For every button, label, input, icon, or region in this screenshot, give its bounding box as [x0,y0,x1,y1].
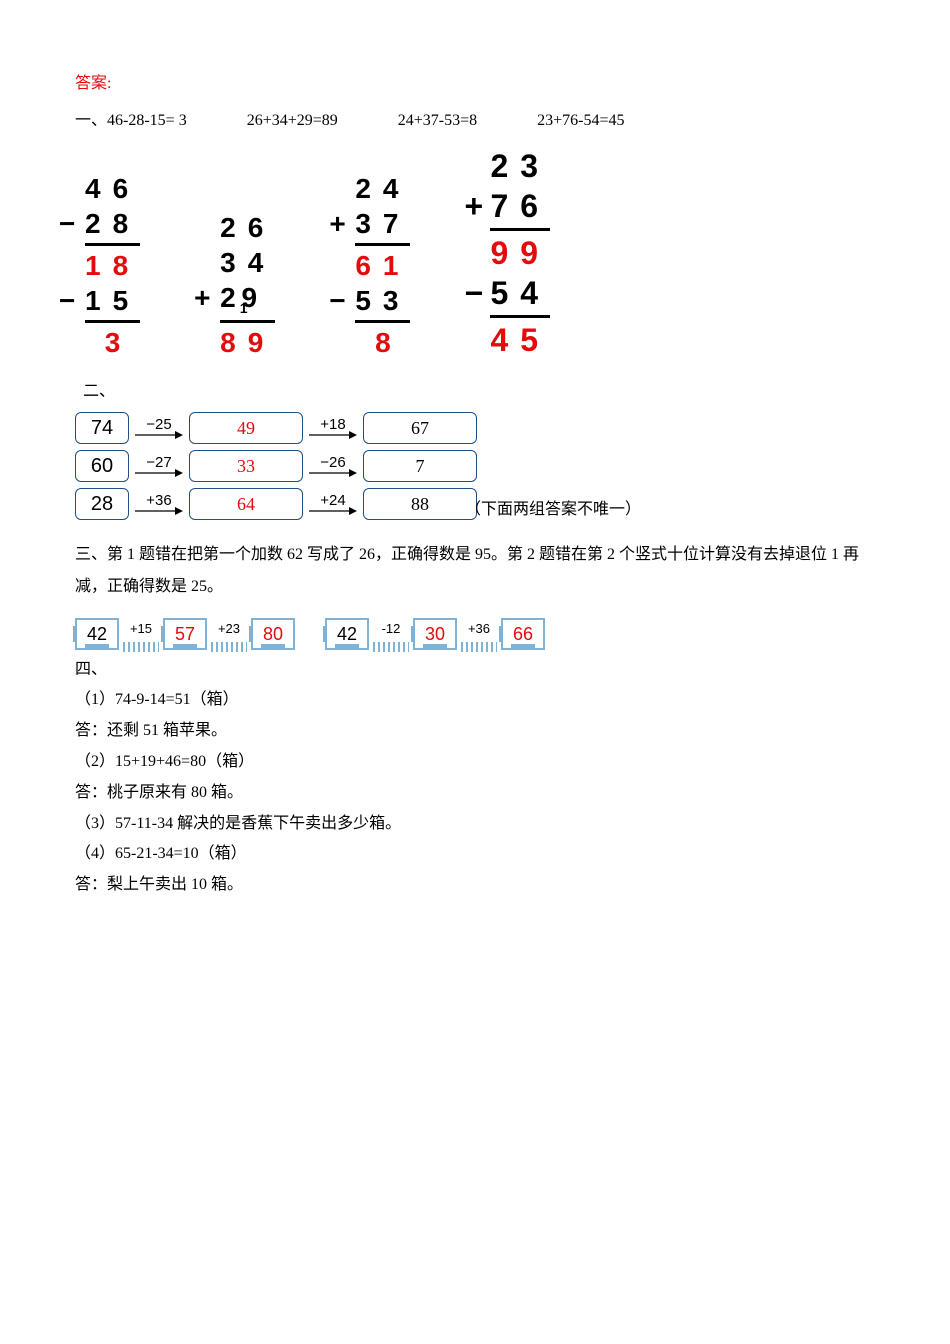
answers-header: 答案: [75,70,875,99]
display-box: 57 [163,618,207,650]
display-box: 42 [75,618,119,650]
s4-item: （4）65-21-34=10（箱） [75,840,875,869]
section1-equations: 一、46-28-15= 3 26+34+29=89 24+37-53=8 23+… [75,107,875,136]
display-box: 66 [501,618,545,650]
vertical-calc: 4628−1815− 3 [85,171,140,360]
vertical-calc: 2437+6153− 8 [355,171,410,360]
link: +23 [211,617,247,651]
section4: 四、 （1）74-9-14=51（箱） 答：还剩 51 箱苹果。 （2）15+1… [75,656,875,900]
arrow: −25 [135,417,183,440]
flow-note: （下面两组答案不唯一） [465,496,875,525]
flow-box-start: 28 [75,488,129,520]
flow-box-mid: 49 [189,412,303,444]
section2-label: 二、 [83,378,875,407]
flow-line: 74 −25 49 +18 67 [75,412,875,444]
s4-item: （1）74-9-14=51（箱） [75,686,875,715]
flow-diagram: 74 −25 49 +18 67 60 −27 33 −26 7 28 +36 64 +24 88（下面两组… [75,412,875,525]
flow-box-mid: 33 [189,450,303,482]
arrow: −27 [135,455,183,478]
flow-line: 60 −27 33 −26 7 [75,450,875,482]
eq1: 一、46-28-15= 3 [75,107,187,136]
section3-text: 三、第 1 题错在把第一个加数 62 写成了 26，正确得数是 95。第 2 题… [75,539,875,603]
flow-box-start: 60 [75,450,129,482]
vertical-calc: 2634219+89 [220,210,275,360]
display-box: 80 [251,618,295,650]
flow-box-mid: 64 [189,488,303,520]
chain: 42+1557+2380 [75,617,295,651]
eq3: 24+37-53=8 [398,107,477,136]
s4-item: （3）57-11-34 解决的是香蕉下午卖出多少箱。 [75,810,875,839]
s4-item: 答：还剩 51 箱苹果。 [75,717,875,746]
flow-box-end: 67 [363,412,477,444]
arrow: −26 [309,455,357,478]
flow-box-end: 88 [363,488,477,520]
chain: 42-1230+3666 [325,617,545,651]
display-box: 30 [413,618,457,650]
s4-item: （2）15+19+46=80（箱） [75,748,875,777]
section4-label: 四、 [75,656,875,685]
arrow: +36 [135,493,183,516]
link: +15 [123,617,159,651]
flow-box-end: 7 [363,450,477,482]
link: -12 [373,617,409,651]
link: +36 [461,617,497,651]
flow-box-start: 74 [75,412,129,444]
eq4: 23+76-54=45 [537,107,624,136]
arrow: +18 [309,417,357,440]
chain-diagrams: 42+1557+238042-1230+3666 [75,617,875,651]
vertical-calc: 2376+9954−45 [490,146,550,360]
display-box: 42 [325,618,369,650]
s4-item: 答：梨上午卖出 10 箱。 [75,871,875,900]
s4-item: 答：桃子原来有 80 箱。 [75,779,875,808]
vertical-arithmetic-row: 4628−1815− 3 2634219+89 2437+6153− 8 2376+9… [85,146,875,360]
eq2: 26+34+29=89 [247,107,338,136]
arrow: +24 [309,493,357,516]
